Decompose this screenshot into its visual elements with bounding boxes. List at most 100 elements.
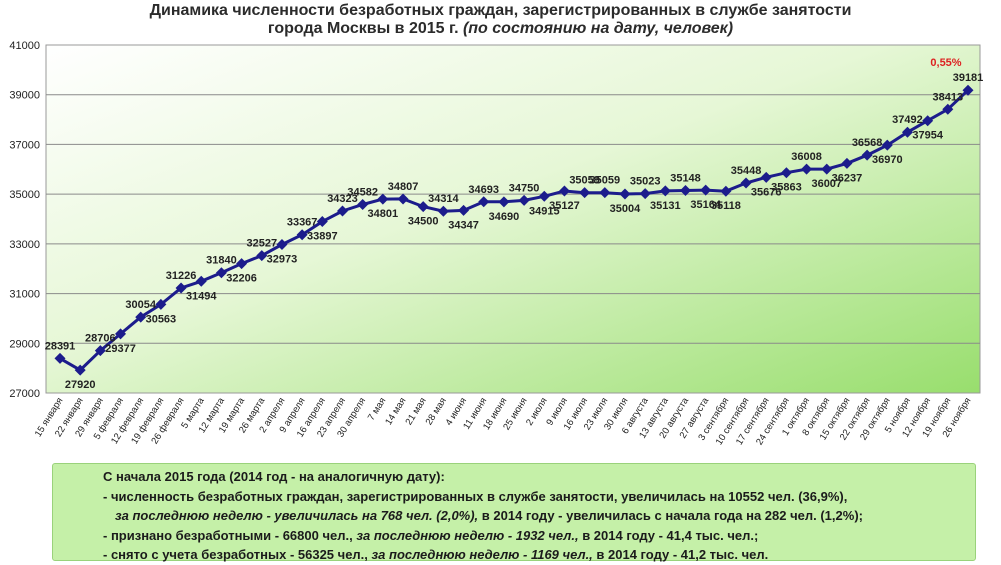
data-point-marker [821, 163, 833, 175]
data-point-marker [780, 167, 792, 179]
data-label: 34314 [428, 193, 459, 205]
data-point-marker [558, 185, 570, 197]
notes-line-3: - признано безработными - 66800 чел., за… [103, 526, 967, 546]
data-point-marker [478, 196, 490, 208]
chart-title: Динамика численности безработных граждан… [0, 2, 1001, 38]
data-label: 35148 [670, 172, 701, 184]
data-label: 34801 [368, 208, 399, 220]
title-line-1: Динамика численности безработных граждан… [149, 2, 852, 19]
data-point-marker [740, 177, 752, 189]
data-point-marker [135, 311, 147, 323]
data-point-marker [861, 149, 873, 161]
data-label: 27920 [65, 379, 96, 391]
data-point-marker [94, 345, 106, 357]
data-label: 28706 [85, 333, 116, 345]
data-point-marker [357, 199, 369, 211]
data-point-marker [841, 157, 853, 169]
data-label: 34750 [509, 182, 540, 194]
data-point-marker [437, 205, 449, 217]
notes-line-2-rest: в 2014 году - увеличилась с начала года … [478, 508, 863, 523]
data-point-marker [619, 188, 631, 200]
notes-header: С начала 2015 года (2014 год - на аналог… [103, 469, 445, 484]
notes-line-4-b: в 2014 году - 41,2 тыс. чел. [592, 547, 769, 562]
data-label: 29377 [105, 343, 136, 355]
data-label: 35131 [650, 200, 681, 212]
data-label: 35059 [590, 175, 621, 187]
title-line-2-italic: (по состоянию на дату, человек) [462, 20, 734, 37]
data-point-marker [377, 193, 389, 205]
y-tick-label: 27000 [9, 388, 40, 400]
data-label: 35676 [751, 186, 782, 198]
data-point-marker [962, 84, 974, 96]
notes-line-4-italic: за последнюю неделю - 1169 чел., [371, 547, 593, 562]
data-label: 31226 [166, 270, 197, 282]
data-label: 34693 [468, 184, 499, 196]
data-label: 31840 [206, 255, 237, 267]
y-tick-label: 33000 [9, 239, 40, 251]
data-point-marker [518, 194, 530, 206]
series-line [59, 89, 970, 372]
data-point-marker [296, 229, 308, 241]
data-point-marker [901, 126, 913, 138]
data-point-marker [659, 185, 671, 197]
data-point-marker [922, 115, 934, 127]
notes-line-1: - численность безработных граждан, зарег… [103, 488, 848, 504]
data-point-marker [760, 171, 772, 183]
data-label: 39181 [953, 72, 984, 84]
y-tick-label: 35000 [9, 189, 40, 201]
data-label: 34690 [489, 211, 520, 223]
y-tick-label: 41000 [9, 40, 40, 52]
data-point-marker [801, 163, 813, 175]
data-label: 30054 [125, 299, 156, 311]
y-tick-label: 39000 [9, 90, 40, 102]
data-point-marker [579, 187, 591, 199]
title-line-2: города Москвы в 2015 г. (по состоянию на… [0, 20, 1001, 38]
data-point-marker [155, 298, 167, 310]
notes-line-3-b: в 2014 году - 41,4 тыс. чел.; [578, 527, 759, 543]
line-chart: 27000 29000 31000 33000 35000 37000 39000 41000… [9, 40, 984, 447]
notes-line-4-a: - снято с учета безработных - 56325 чел.… [103, 547, 372, 562]
data-point-marker [195, 275, 207, 287]
data-label: 34915 [529, 205, 560, 217]
data-label: 35127 [549, 200, 580, 212]
data-label: 35118 [711, 200, 741, 212]
data-label: 33897 [307, 231, 338, 243]
data-label: 36008 [791, 151, 822, 163]
data-point-marker [336, 205, 348, 217]
summary-notes: С начала 2015 года (2014 год - на аналог… [52, 463, 976, 562]
data-point-marker [54, 352, 66, 364]
series-unemployed [54, 84, 974, 376]
data-point-marker [236, 258, 248, 270]
data-label: 36007 [811, 178, 842, 190]
notes-line-3-a: - признано безработными - 66800 чел., [103, 527, 357, 543]
y-tick-label: 29000 [9, 338, 40, 350]
y-tick-label: 37000 [9, 139, 40, 151]
data-label: 34807 [388, 181, 419, 193]
data-label: 34323 [327, 193, 358, 205]
data-label: 35004 [610, 203, 641, 215]
data-label: 35023 [630, 176, 661, 188]
data-label: 34582 [347, 187, 378, 199]
data-label: 32973 [267, 254, 298, 266]
data-point-marker [538, 190, 550, 202]
data-label: 37492 [892, 114, 923, 126]
data-point-marker [881, 139, 893, 151]
plot-area [45, 44, 981, 394]
data-point-marker [417, 201, 429, 213]
data-label: 36568 [852, 137, 883, 149]
data-point-marker [276, 239, 288, 251]
data-point-marker [639, 188, 651, 200]
y-tick-label: 31000 [9, 289, 40, 301]
data-point-marker [115, 328, 127, 340]
change-annotation: 0,55% [930, 57, 961, 69]
data-label: 32206 [226, 273, 257, 285]
data-label: 35863 [771, 182, 802, 194]
data-point-marker [498, 196, 510, 208]
gridlines [46, 94, 980, 344]
data-point-marker [215, 267, 227, 279]
data-point-marker [599, 187, 611, 199]
data-label: 35164 [690, 199, 721, 211]
data-point-marker [397, 193, 409, 205]
data-label: 28391 [45, 340, 76, 352]
